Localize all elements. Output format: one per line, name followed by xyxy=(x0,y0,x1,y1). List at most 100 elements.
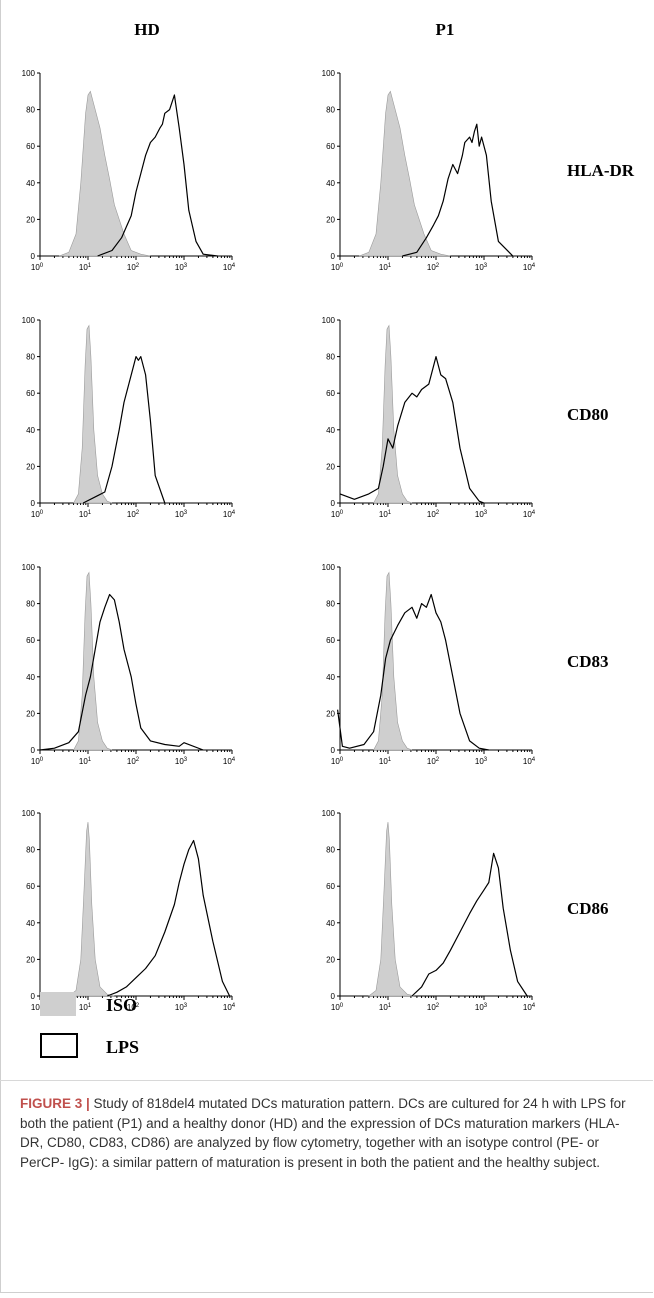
x-tick-label: 100 xyxy=(31,510,44,519)
iso-histogram xyxy=(373,571,413,751)
iso-histogram xyxy=(59,90,151,257)
y-tick-label: 100 xyxy=(22,69,36,78)
row-label-cd80: CD80 xyxy=(567,405,609,424)
y-tick-label: 40 xyxy=(326,673,335,682)
y-tick-label: 0 xyxy=(331,499,336,508)
x-tick-label: 101 xyxy=(379,1003,392,1012)
x-tick-label: 100 xyxy=(31,263,44,272)
x-tick-label: 103 xyxy=(175,757,188,766)
y-tick-label: 100 xyxy=(22,316,36,325)
y-tick-label: 100 xyxy=(22,809,36,818)
x-tick-label: 102 xyxy=(127,510,140,519)
y-tick-label: 80 xyxy=(26,353,35,362)
x-tick-label: 100 xyxy=(331,263,344,272)
y-tick-label: 60 xyxy=(26,882,35,891)
y-tick-label: 0 xyxy=(331,746,336,755)
x-tick-label: 102 xyxy=(427,263,440,272)
iso-histogram xyxy=(67,822,115,997)
y-tick-label: 0 xyxy=(31,746,36,755)
legend-swatch-iso xyxy=(40,992,76,1016)
iso-histogram xyxy=(73,324,113,504)
x-tick-label: 102 xyxy=(427,510,440,519)
x-tick-label: 101 xyxy=(379,263,392,272)
caption-divider xyxy=(0,1080,653,1081)
y-tick-label: 80 xyxy=(26,600,35,609)
y-tick-label: 40 xyxy=(26,179,35,188)
lps-histogram xyxy=(411,852,528,997)
lps-histogram xyxy=(402,123,514,257)
lps-histogram xyxy=(106,839,231,997)
column-heading-hd: HD xyxy=(134,20,160,39)
x-tick-label: 104 xyxy=(523,757,536,766)
x-tick-label: 103 xyxy=(175,1003,188,1012)
lps-histogram xyxy=(337,593,489,751)
x-tick-label: 102 xyxy=(127,757,140,766)
lps-histogram xyxy=(339,356,485,504)
y-tick-label: 0 xyxy=(331,992,336,1001)
lps-histogram xyxy=(82,356,166,504)
y-tick-label: 100 xyxy=(322,563,336,572)
y-tick-label: 60 xyxy=(326,636,335,645)
x-tick-label: 102 xyxy=(127,1003,140,1012)
x-tick-label: 101 xyxy=(379,510,392,519)
y-tick-label: 60 xyxy=(326,389,335,398)
row-label-cd83: CD83 xyxy=(567,652,609,671)
y-tick-label: 80 xyxy=(326,353,335,362)
y-tick-label: 40 xyxy=(326,426,335,435)
x-tick-label: 104 xyxy=(223,1003,236,1012)
x-tick-label: 103 xyxy=(175,263,188,272)
y-tick-label: 80 xyxy=(326,846,335,855)
y-tick-label: 40 xyxy=(326,919,335,928)
x-tick-label: 100 xyxy=(331,757,344,766)
x-tick-label: 102 xyxy=(427,757,440,766)
y-tick-label: 40 xyxy=(26,919,35,928)
y-tick-label: 80 xyxy=(326,106,335,115)
y-tick-label: 100 xyxy=(322,69,336,78)
y-tick-label: 20 xyxy=(26,955,35,964)
y-tick-label: 60 xyxy=(26,389,35,398)
y-tick-label: 60 xyxy=(26,142,35,151)
iso-histogram xyxy=(359,90,451,257)
y-tick-label: 0 xyxy=(31,499,36,508)
caption-text: Study of 818del4 mutated DCs maturation … xyxy=(20,1096,626,1170)
x-tick-label: 103 xyxy=(475,263,488,272)
legend: ISO LPS xyxy=(40,992,139,1058)
column-heading-p1: P1 xyxy=(436,20,455,39)
x-tick-label: 103 xyxy=(475,510,488,519)
x-tick-label: 103 xyxy=(475,757,488,766)
x-tick-label: 100 xyxy=(331,510,344,519)
y-tick-label: 0 xyxy=(31,992,36,1001)
y-tick-label: 60 xyxy=(26,636,35,645)
y-tick-label: 60 xyxy=(326,882,335,891)
x-tick-label: 103 xyxy=(475,1003,488,1012)
y-tick-label: 80 xyxy=(326,600,335,609)
lps-histogram xyxy=(39,593,204,751)
y-tick-label: 40 xyxy=(26,426,35,435)
y-tick-label: 40 xyxy=(26,673,35,682)
y-tick-label: 20 xyxy=(26,709,35,718)
y-tick-label: 40 xyxy=(326,179,335,188)
y-tick-label: 60 xyxy=(326,142,335,151)
y-tick-label: 20 xyxy=(326,955,335,964)
x-tick-label: 104 xyxy=(223,263,236,272)
legend-label-iso: ISO xyxy=(106,995,137,1015)
y-tick-label: 0 xyxy=(331,252,336,261)
iso-histogram xyxy=(367,822,415,997)
y-tick-label: 0 xyxy=(31,252,36,261)
legend-swatch-lps xyxy=(40,1033,78,1058)
y-tick-label: 20 xyxy=(326,215,335,224)
lps-histogram xyxy=(97,94,218,257)
x-tick-label: 101 xyxy=(79,757,92,766)
legend-label-lps: LPS xyxy=(106,1037,139,1057)
x-tick-label: 104 xyxy=(223,510,236,519)
iso-histogram xyxy=(373,324,413,504)
x-tick-label: 102 xyxy=(127,263,140,272)
x-tick-label: 102 xyxy=(427,1003,440,1012)
x-tick-label: 101 xyxy=(379,757,392,766)
